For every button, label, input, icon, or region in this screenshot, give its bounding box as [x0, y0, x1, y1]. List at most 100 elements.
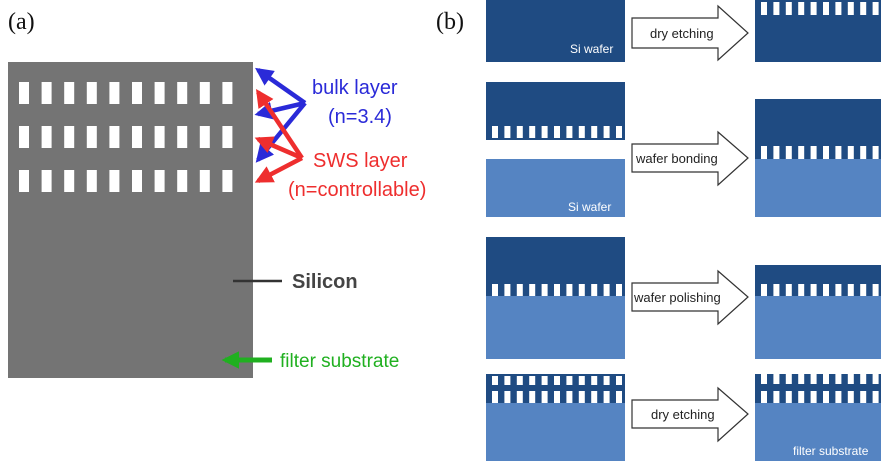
grating-tooth [541, 284, 548, 296]
grating-tooth [860, 146, 867, 159]
panel-a: (a) bulk layer (n=3.4) SWS layer (n=cont… [8, 9, 426, 378]
grating-tooth [578, 126, 585, 138]
grating-tooth [516, 284, 523, 296]
bulk-layer-arrows [254, 67, 307, 163]
sws-arrow-2 [254, 136, 303, 161]
grating-tooth [847, 374, 854, 384]
sws-hole [64, 82, 75, 104]
sws-hole [86, 126, 97, 148]
step2-si-wafer [486, 159, 625, 217]
grating-tooth [492, 376, 498, 385]
bulk-arrow-2 [254, 100, 306, 120]
sws-hole [41, 126, 52, 148]
grating-tooth [566, 284, 573, 296]
grating-tooth [823, 374, 829, 384]
grating-tooth [554, 126, 560, 138]
grating-tooth [823, 284, 829, 296]
sws-layer-arrows [254, 89, 304, 183]
step4-final-top-grating [761, 374, 879, 384]
grating-tooth [603, 376, 610, 385]
grating-tooth [566, 391, 573, 403]
sws-hole [64, 126, 75, 148]
step2-arrow [631, 130, 749, 187]
bulk-layer-index: (n=3.4) [328, 106, 392, 128]
grating-tooth [798, 2, 805, 15]
sws-hole [154, 170, 165, 192]
grating-tooth [810, 391, 817, 403]
grating-tooth [516, 391, 523, 403]
step2-bonded-bottom [755, 159, 881, 217]
grating-tooth [761, 146, 767, 159]
grating-tooth [798, 146, 805, 159]
step4-process-label: dry etching [651, 407, 715, 422]
grating-tooth [798, 391, 805, 403]
sws-hole [177, 82, 188, 104]
grating-tooth [785, 284, 792, 296]
step-2: Si wafer wafer bonding [486, 82, 881, 217]
step4-final-caption: filter substrate [793, 444, 869, 458]
grating-tooth [872, 146, 879, 159]
sws-hole [109, 170, 120, 192]
grating-tooth [860, 2, 867, 15]
sws-hole [41, 170, 52, 192]
step1-wafer [486, 0, 625, 62]
step2-wafer-caption: Si wafer [568, 200, 611, 214]
step4-arrow [631, 386, 749, 443]
sws-hole [64, 170, 75, 192]
grating-tooth [810, 2, 817, 15]
grating-tooth [810, 374, 817, 384]
grating-tooth [860, 284, 867, 296]
grating-tooth [872, 374, 879, 384]
grating-tooth [554, 376, 560, 385]
step3-bottom-wafer [486, 296, 625, 359]
grating-tooth [616, 284, 622, 296]
sws-hole [132, 170, 142, 192]
panel-a-label: (a) [8, 9, 35, 35]
sws-layer-label: SWS layer [313, 150, 408, 172]
step3-polished-bottom [755, 296, 881, 359]
grating-tooth [566, 126, 573, 138]
step1-arrow [631, 4, 749, 62]
sws-hole [86, 170, 97, 192]
sws-hole [109, 82, 120, 104]
grating-tooth [785, 2, 792, 15]
grating-tooth [541, 376, 548, 385]
step-1: Si wafer dry etching [486, 0, 881, 62]
grating-tooth [761, 374, 767, 384]
sws-hole [199, 126, 210, 148]
grating-tooth [761, 2, 767, 15]
grating-tooth [516, 126, 523, 138]
grating-tooth [872, 2, 879, 15]
sws-hole [199, 170, 210, 192]
grating-tooth [529, 376, 536, 385]
grating-tooth [578, 391, 585, 403]
step4-buried-grating [492, 391, 622, 403]
step2-bonded-grating [761, 146, 879, 159]
step4-top-grating [492, 376, 622, 385]
grating-tooth [860, 374, 867, 384]
grating-tooth [847, 146, 854, 159]
sws-layer-index: (n=controllable) [288, 179, 426, 201]
panel-b-label: (b) [436, 9, 464, 35]
bulk-layer-label: bulk layer [312, 77, 398, 99]
grating-tooth [504, 376, 511, 385]
grating-tooth [810, 146, 817, 159]
grating-tooth [823, 2, 829, 15]
bulk-arrow-1 [255, 67, 307, 105]
grating-tooth [847, 284, 854, 296]
grating-tooth [860, 391, 867, 403]
substrate-label: filter substrate [280, 351, 399, 372]
grating-tooth [504, 126, 511, 138]
grating-tooth [835, 391, 842, 403]
grating-tooth [823, 146, 829, 159]
step1-process-label: dry etching [650, 26, 714, 41]
sws-hole [199, 82, 210, 104]
sws-hole [19, 82, 29, 104]
step4-bottom-wafer [486, 403, 625, 461]
grating-tooth [785, 374, 792, 384]
grating-tooth [872, 391, 879, 403]
grating-tooth [591, 391, 598, 403]
grating-tooth [761, 391, 767, 403]
grating-tooth [603, 126, 610, 138]
